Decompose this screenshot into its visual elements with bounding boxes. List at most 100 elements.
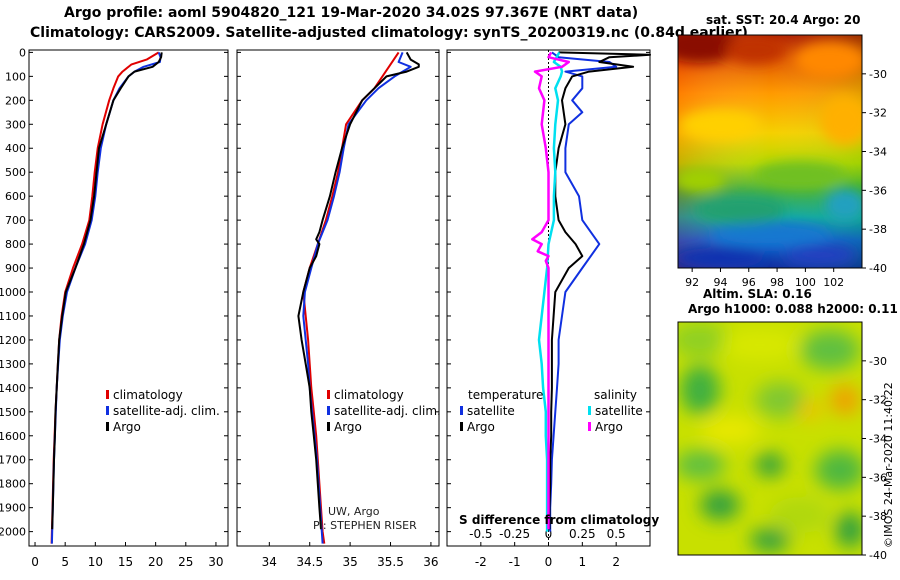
legend-temp-argo-marker (460, 422, 463, 431)
legend-sal-argo-marker (588, 422, 591, 431)
y-tick-label: 900 (5, 262, 26, 275)
y-tick-label: 200 (5, 94, 26, 107)
x-tick-label: 1 (579, 555, 587, 569)
sst-map-title: sat. SST: 20.4 Argo: 20 (706, 13, 860, 27)
legend-argo-label: Argo (113, 420, 141, 434)
y-tick-label: 1500 (0, 406, 26, 419)
chart-title-line1: Argo profile: aoml 5904820_121 19-Mar-20… (64, 5, 639, 21)
x-tick-label-salinity: -0.5 (469, 527, 492, 541)
y-tick-label: 100 (5, 70, 26, 83)
temperature-panel-frame (28, 49, 229, 547)
credit-line1: UW, Argo (328, 505, 380, 518)
legend-climatology-marker (106, 390, 109, 399)
x-tick-label: 30 (208, 555, 223, 569)
y-tick-label: 800 (5, 238, 26, 251)
x-tick-label: 35.5 (377, 555, 404, 569)
sla-map-title-line1: Altim. SLA: 0.16 (703, 287, 812, 301)
temperature-legend: climatology satellite-adj. clim. Argo (106, 388, 220, 434)
legend-temp-satellite-marker (460, 406, 463, 415)
salinity-panel-frame (236, 49, 440, 547)
map-y-tick-label: -32 (869, 394, 887, 407)
x-tick-label: 15 (118, 555, 133, 569)
y-tick-label: 1900 (0, 502, 26, 515)
series-line-salinity-argo (531, 51, 571, 530)
map-y-tick-label: -30 (869, 68, 887, 81)
y-tick-label: 0 (19, 46, 26, 59)
map-y-tick-label: -34 (869, 433, 887, 446)
temperature-lines (50, 51, 163, 544)
y-tick-label: 500 (5, 166, 26, 179)
difference-xlabel: S difference from climatology (459, 513, 659, 527)
sst-map-axes: -30 -32 -34 -36 -38 -40 92 94 96 98 100 102 (685, 68, 887, 289)
map-y-tick-label: -36 (869, 471, 887, 484)
legend-temp-satellite-label: satellite (467, 404, 515, 418)
legend-climatology-label: climatology (113, 388, 183, 402)
salinity-legend: climatology satellite-adj. clim. Argo UW… (313, 388, 441, 532)
legend-sal-satellite-label: satellite (595, 404, 643, 418)
legend-satellite-marker (327, 406, 330, 415)
sla-map-title-line2: Argo h1000: 0.088 h2000: 0.11 (688, 302, 898, 316)
series-line-argo (51, 52, 163, 530)
legend-climatology-marker (327, 390, 330, 399)
series-line-temperature-satellite (549, 51, 618, 532)
x-tick-label: 34.5 (296, 555, 323, 569)
y-tick-label: 1400 (0, 382, 26, 395)
y-tick-label: 600 (5, 190, 26, 203)
map-y-tick-label: -38 (869, 223, 887, 236)
x-tick-label: -1 (509, 555, 521, 569)
map-x-tick-label: 94 (713, 276, 727, 289)
y-tick-label: 2000 (0, 526, 26, 539)
difference-legend: temperature satellite Argo salinity sate… (459, 388, 659, 527)
x-tick-label-salinity: 0.5 (607, 527, 626, 541)
x-tick-label: 5 (61, 555, 69, 569)
legend-satellite-marker (106, 406, 109, 415)
map-x-tick-label: 92 (685, 276, 699, 289)
y-tick-label: 1800 (0, 478, 26, 491)
x-tick-label: 25 (178, 555, 193, 569)
sst-map: sat. SST: 20.4 Argo: 20 -30-32-34-36-38-… (677, 13, 887, 289)
y-tick-label: 1200 (0, 334, 26, 347)
legend-sal-argo-label: Argo (595, 420, 623, 434)
x-tick-label: 35 (342, 555, 357, 569)
difference-lines (531, 51, 651, 532)
legend-climatology-label: climatology (334, 388, 404, 402)
x-tick-label: 36 (423, 555, 438, 569)
map-y-tick-label: -40 (869, 262, 887, 275)
salinity-lines (297, 51, 420, 544)
temperature-axes: 0100200300400500600700800900100011001200… (0, 46, 228, 569)
legend-satellite-label: satellite-adj. clim. (113, 404, 220, 418)
x-tick-label: 2 (612, 555, 620, 569)
chart-title-line2: Climatology: CARS2009. Satellite-adjuste… (30, 25, 748, 41)
sla-map: Altim. SLA: 0.16 Argo h1000: 0.088 h2000… (677, 287, 898, 562)
x-tick-label: -2 (475, 555, 487, 569)
y-tick-label: 1000 (0, 286, 26, 299)
map-y-tick-label: -36 (869, 184, 887, 197)
sla-map-axes: -30 -32 -34 -36 -38 -40 (862, 355, 887, 562)
map-y-tick-label: -40 (869, 549, 887, 562)
map-y-tick-label: -30 (869, 355, 887, 368)
map-x-tick-label: 102 (823, 276, 844, 289)
x-tick-label: 20 (148, 555, 163, 569)
credit-line2: PI: STEPHEN RISER (313, 519, 417, 532)
y-tick-label: 400 (5, 142, 26, 155)
legend-temperature-title: temperature (468, 388, 543, 402)
series-line-argo (297, 51, 420, 530)
sla-field-detail (678, 322, 862, 552)
legend-argo-label: Argo (334, 420, 362, 434)
y-tick-label: 700 (5, 214, 26, 227)
y-tick-label: 1100 (0, 310, 26, 323)
y-tick-label: 1600 (0, 430, 26, 443)
x-tick-label-salinity: 0.25 (569, 527, 596, 541)
map-x-tick-label: 96 (742, 276, 756, 289)
legend-argo-marker (327, 422, 330, 431)
x-tick-label: 0 (545, 555, 553, 569)
legend-argo-marker (106, 422, 109, 431)
map-y-tick-label: -34 (869, 146, 887, 159)
map-x-tick-label: 100 (795, 276, 816, 289)
sst-field-detail (678, 35, 862, 268)
x-tick-label-salinity: -0.25 (499, 527, 530, 541)
legend-sal-satellite-marker (588, 406, 591, 415)
x-tick-label: 10 (88, 555, 103, 569)
legend-salinity-title: salinity (594, 388, 637, 402)
